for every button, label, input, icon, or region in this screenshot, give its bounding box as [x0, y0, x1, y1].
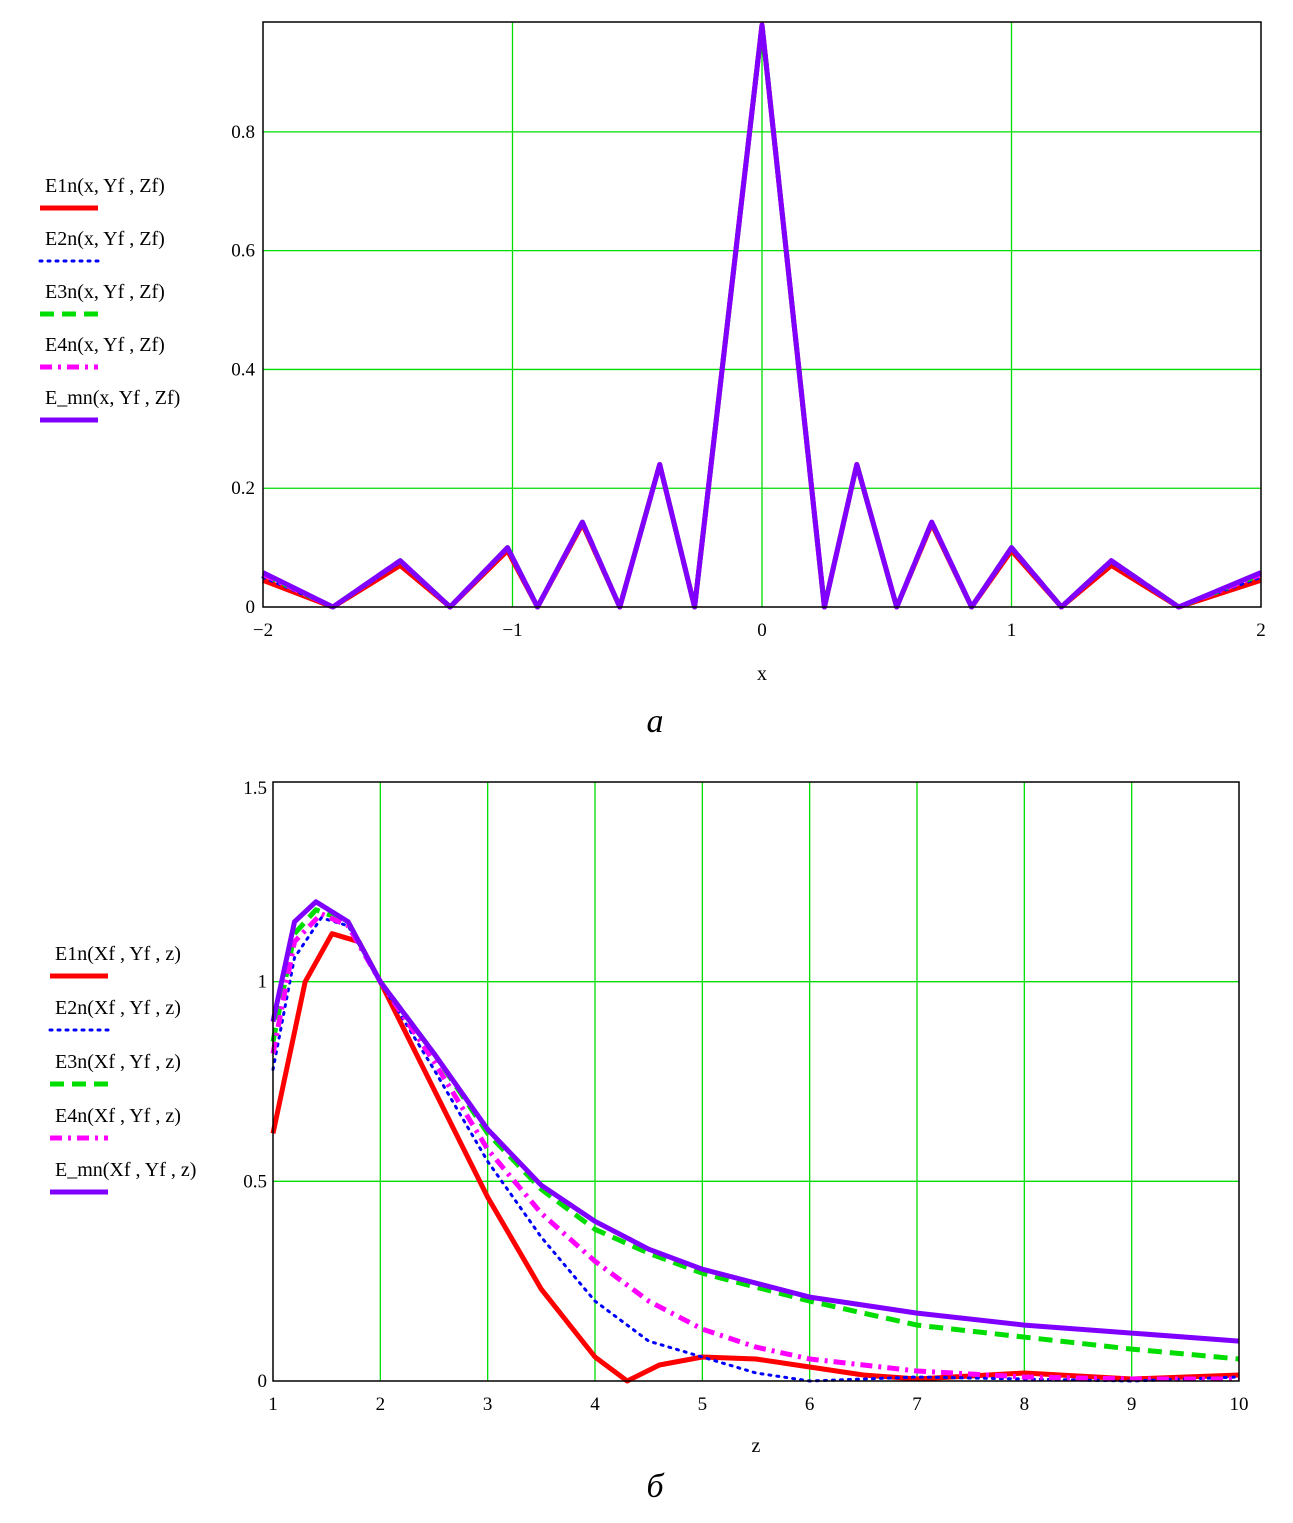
- x-tick-label: 9: [1127, 1394, 1137, 1415]
- y-tick-label: 1.5: [243, 778, 267, 799]
- panel-caption: a: [647, 703, 664, 740]
- legend-label: E2n(x, Yf , Zf): [45, 228, 165, 250]
- legend-label: E1n(Xf , Yf , z): [55, 943, 181, 965]
- x-tick-label: 2: [1256, 620, 1266, 641]
- legend-label: E_mn(Xf , Yf , z): [55, 1159, 196, 1181]
- plot-frame: [272, 781, 1240, 1382]
- y-tick-label: 1: [258, 972, 268, 993]
- y-tick-label: 0.6: [231, 241, 255, 262]
- x-tick-label: 8: [1020, 1394, 1030, 1415]
- x-tick-label: 0: [757, 620, 767, 641]
- x-tick-label: 3: [483, 1394, 493, 1415]
- series-line-5: [261, 22, 1262, 610]
- series-group: [261, 22, 1263, 610]
- legend-label: E_mn(x, Yf , Zf): [45, 387, 180, 409]
- series-line-5: [270, 899, 1240, 1344]
- legend-label: E4n(Xf , Yf , z): [55, 1105, 181, 1127]
- x-tick-label: 1: [1007, 620, 1017, 641]
- y-tick-label: 0.2: [231, 478, 255, 499]
- series-line-4: [270, 911, 1239, 1382]
- legend: E1n(Xf , Yf , z) E2n(Xf , Yf , z) E3n(Xf ,…: [48, 943, 196, 1195]
- panel-caption: б: [646, 1468, 665, 1505]
- series-line-3: [270, 907, 1240, 1362]
- grid: [273, 782, 1239, 1381]
- plot-frame: [262, 21, 1262, 608]
- legend-label: E3n(x, Yf , Zf): [45, 281, 165, 303]
- x-tick-label: −1: [502, 620, 522, 641]
- chart-b: 1 2 3 4 5 6 7 8 9 10 0 0.5 1 1.5 z E1n(Xf , Yf , z) E2n(…: [48, 778, 1249, 1505]
- chart-a: −2 −1 0 1 2 0 0.2 0.4 0.6 0.8 x E1n(x, Yf , Zf) E2n(…: [38, 21, 1266, 740]
- legend-label: E4n(x, Yf , Zf): [45, 334, 165, 356]
- x-tick-label: 6: [805, 1394, 815, 1415]
- legend-label: E3n(Xf , Yf , z): [55, 1051, 181, 1073]
- series-group: [270, 899, 1241, 1384]
- x-axis-label: x: [757, 663, 767, 685]
- legend-label: E2n(Xf , Yf , z): [55, 997, 181, 1019]
- y-tick-label: 0.5: [243, 1171, 267, 1192]
- x-tick-label: 2: [376, 1394, 386, 1415]
- x-tick-label: 10: [1230, 1394, 1249, 1415]
- y-tick-label: 0: [258, 1371, 268, 1392]
- y-tick-label: 0.4: [231, 359, 255, 380]
- x-axis-label: z: [752, 1435, 761, 1457]
- x-tick-label: 4: [590, 1394, 600, 1415]
- x-tick-label: 7: [912, 1394, 922, 1415]
- series-line-2: [271, 916, 1241, 1383]
- series-line-1: [270, 931, 1240, 1384]
- x-tick-label: −2: [253, 620, 273, 641]
- legend-label: E1n(x, Yf , Zf): [45, 175, 165, 197]
- legend: E1n(x, Yf , Zf) E2n(x, Yf , Zf) E3n(x, Yf …: [38, 175, 180, 423]
- y-tick-label: 0.8: [231, 122, 255, 143]
- grid: [263, 22, 1261, 607]
- x-tick-label: 1: [268, 1394, 278, 1415]
- x-tick-label: 5: [698, 1394, 708, 1415]
- y-tick-label: 0: [246, 597, 256, 618]
